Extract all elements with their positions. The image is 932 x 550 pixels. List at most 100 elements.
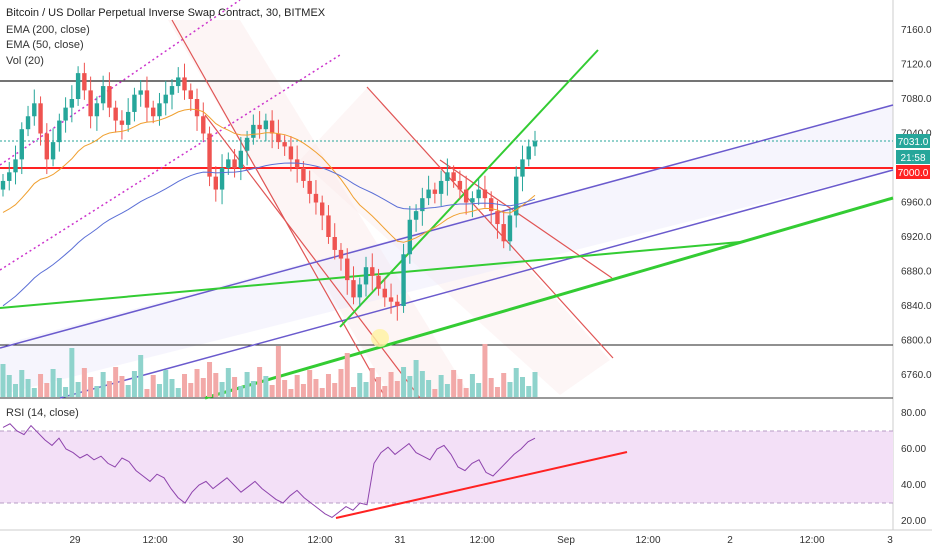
chart-title: Bitcoin / US Dollar Perpetual Inverse Sw… <box>6 7 326 19</box>
volume-bar <box>288 389 294 397</box>
last-price-badge: 7031.0 <box>896 134 930 148</box>
time-tick-label: 3 <box>887 535 893 546</box>
candle-body <box>376 275 381 289</box>
candle-body <box>50 142 56 160</box>
volume-bar <box>432 389 438 397</box>
volume-bar <box>325 374 331 397</box>
candle-body <box>113 107 118 121</box>
time-tick-label: 12:00 <box>307 535 332 546</box>
candle-body <box>194 99 200 117</box>
volume-bar <box>6 375 12 397</box>
volume-bar <box>313 379 319 397</box>
rsi-axis-ticks: 80.00 60.00 40.00 20.00 <box>901 408 926 527</box>
candle-body <box>0 180 6 190</box>
volume-bar <box>407 376 413 397</box>
candle-body <box>207 133 212 177</box>
volume-bar <box>38 374 44 397</box>
time-tick-label: 12:00 <box>635 535 660 546</box>
candle-body <box>57 120 62 143</box>
candle-body <box>263 120 269 130</box>
blue-trend-line-upper[interactable] <box>0 104 894 349</box>
price-tick-label: 6840.00 <box>901 301 932 312</box>
time-tick-label: 2 <box>727 535 733 546</box>
candle-body <box>457 180 463 190</box>
candle-body <box>514 176 519 216</box>
pink-dotted-line-lower[interactable] <box>0 54 341 271</box>
candle-body <box>301 168 306 181</box>
candle-body <box>526 146 531 160</box>
volume-bar <box>282 380 288 397</box>
candle-body <box>269 120 275 134</box>
ema200-line <box>2 162 536 307</box>
volume-bar <box>257 367 263 397</box>
candlesticks <box>0 62 538 321</box>
volume-bar <box>332 383 338 397</box>
candle-body <box>238 150 244 168</box>
price-tick-label: 6800.00 <box>901 336 932 347</box>
candle-body <box>407 219 413 255</box>
red-channel-line-5[interactable] <box>439 159 613 279</box>
candle-body <box>188 90 193 99</box>
candle-body <box>426 189 431 199</box>
price-tick-label: 6760.00 <box>901 370 932 381</box>
indicator-ema200-label: EMA (200, close) <box>6 24 90 36</box>
volume-bar <box>225 368 231 397</box>
highlight-marker <box>371 329 389 347</box>
green-line-thick[interactable] <box>204 196 894 400</box>
volume-bar <box>451 370 457 397</box>
volume-bar <box>526 386 532 397</box>
volume-bar <box>263 376 269 397</box>
candle-body <box>169 86 175 95</box>
candle-body <box>176 77 181 87</box>
blue-trend-line-lower[interactable] <box>59 169 894 399</box>
volume-bar <box>13 384 19 397</box>
volume-bar <box>494 387 500 397</box>
green-line-flat[interactable] <box>0 241 741 309</box>
candle-body <box>25 116 31 130</box>
volume-bar <box>219 382 225 397</box>
time-tick-label: 31 <box>394 535 406 546</box>
volume-bar <box>357 373 363 397</box>
volume-bar <box>457 379 463 397</box>
volume-bar <box>69 348 75 397</box>
time-tick-label: 29 <box>69 535 81 546</box>
candle-body <box>326 215 331 237</box>
volume-bar <box>194 369 200 397</box>
candle-body <box>132 94 137 112</box>
volume-bar <box>182 374 188 397</box>
volume-bar <box>513 368 519 397</box>
volume-bar <box>244 372 250 397</box>
volume-bar <box>232 377 238 397</box>
price-tick-label: 6960.00 <box>901 198 932 209</box>
candle-body <box>345 258 350 281</box>
candle-body <box>476 189 481 199</box>
volume-bar <box>44 383 50 397</box>
rsi-tick-label: 20.00 <box>901 516 926 527</box>
green-line-steep[interactable] <box>339 49 599 328</box>
candle-body <box>75 73 81 99</box>
red-channel-line-1[interactable] <box>171 19 386 398</box>
price-tick-label: 6880.00 <box>901 267 932 278</box>
volume-bar <box>444 384 450 397</box>
volume-bar <box>369 368 375 397</box>
price-axis-ticks: 7160.007120.007080.007040.006960.006920.… <box>901 25 932 381</box>
volume-bar <box>131 371 137 397</box>
volume-bar <box>413 360 419 397</box>
red-channel-line-4[interactable] <box>366 86 614 359</box>
volume-bar <box>482 344 488 397</box>
volume-bar <box>169 379 175 397</box>
candle-body <box>357 284 362 298</box>
rsi-line <box>2 423 536 518</box>
rsi-trend-line[interactable] <box>335 451 628 519</box>
candle-body <box>182 77 187 91</box>
candle-body <box>7 172 12 181</box>
volume-bar <box>144 389 150 397</box>
pink-dotted-line-upper[interactable] <box>0 0 241 166</box>
volume-bar <box>275 346 281 397</box>
candle-body <box>288 146 294 160</box>
candle-body <box>251 124 256 138</box>
candle-body <box>488 198 494 212</box>
volume-bar <box>25 379 31 397</box>
candle-body <box>395 301 400 306</box>
